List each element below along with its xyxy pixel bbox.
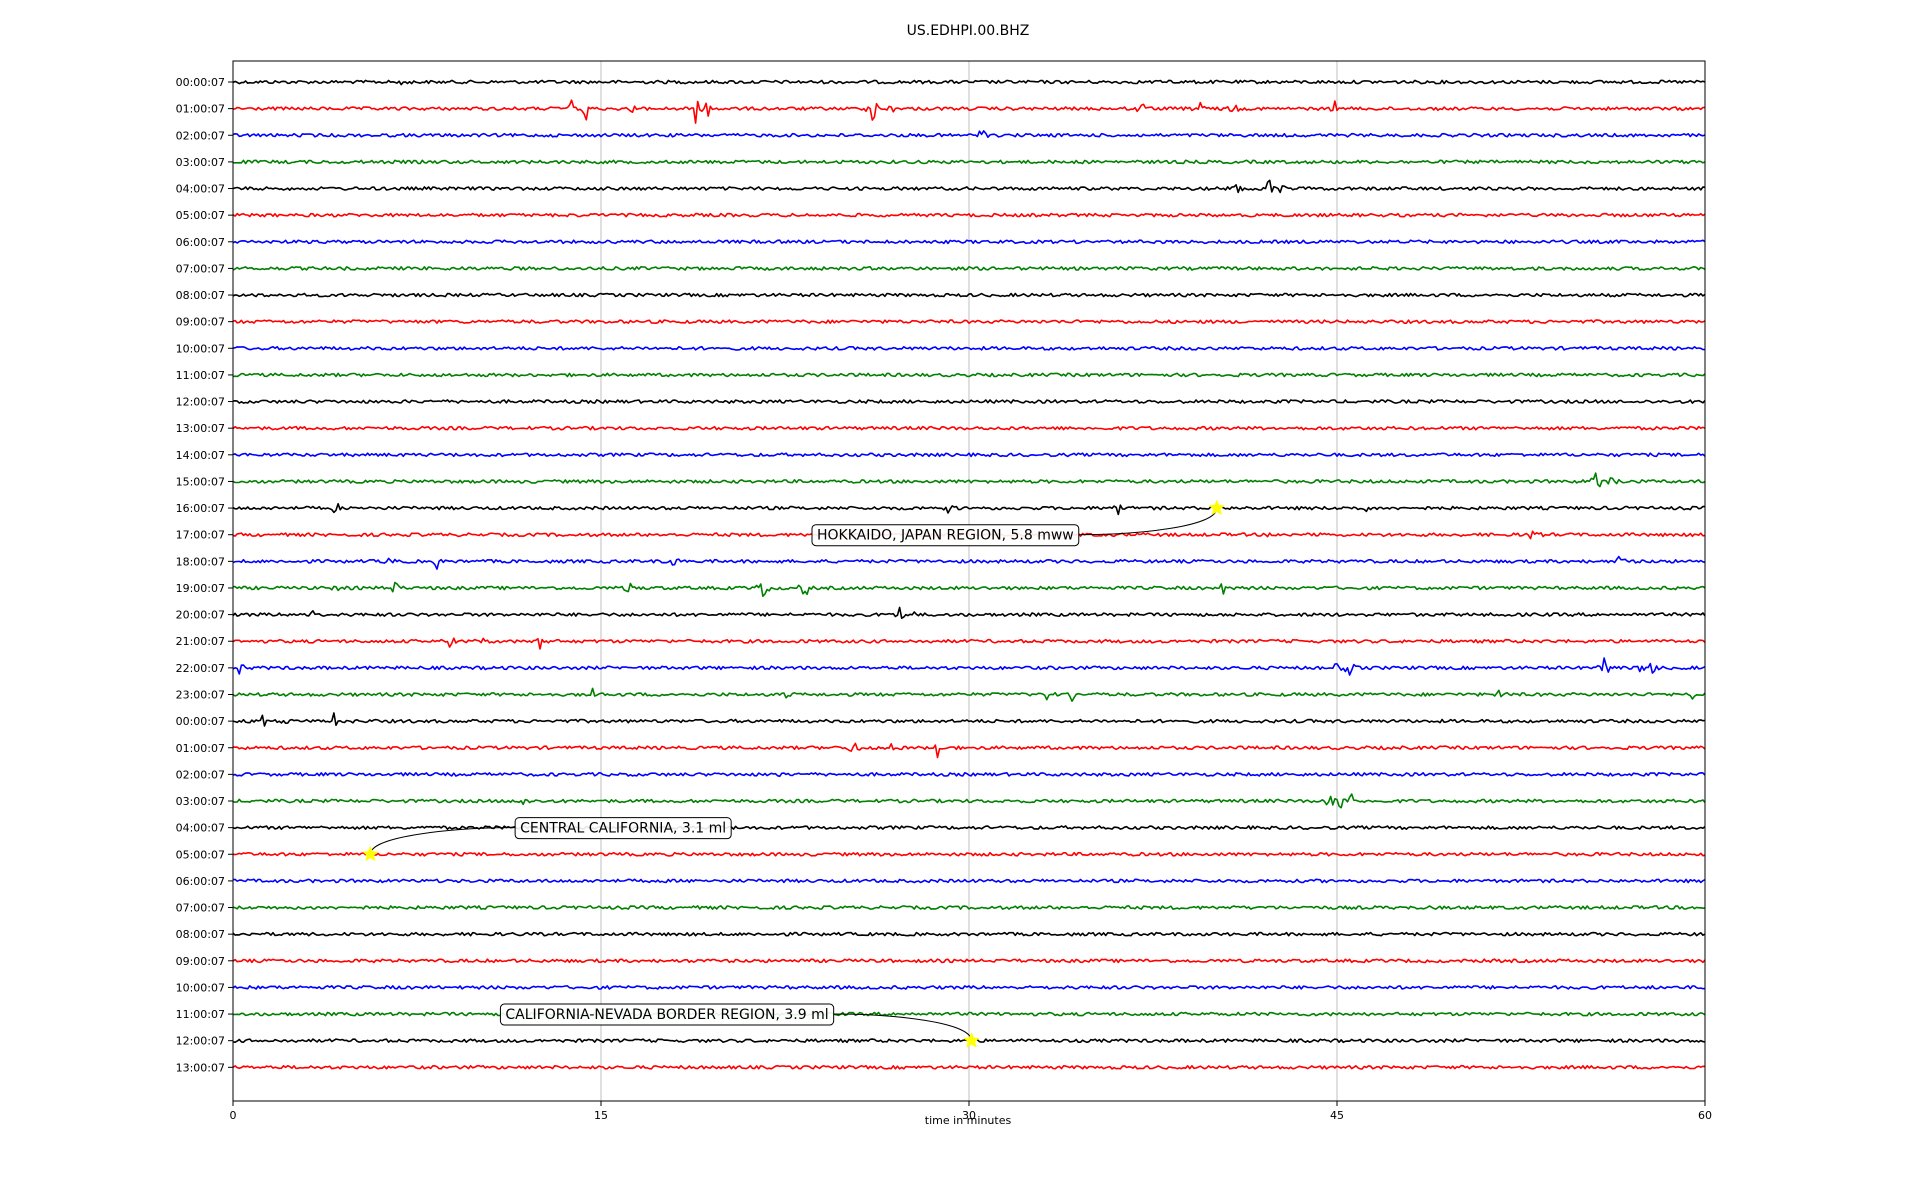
row-time-label: 01:00:07 [176,742,225,755]
event-star-marker [1208,499,1226,516]
trace-line [232,266,1706,271]
event-annotation: CALIFORNIA-NEVADA BORDER REGION, 3.9 ml [499,1003,980,1048]
row-time-label: 00:00:07 [176,715,225,728]
x-tick-label: 0 [230,1109,237,1122]
trace-line [232,878,1706,884]
trace-line [232,452,1706,458]
row-time-label: 03:00:07 [176,156,225,169]
event-annotation: CENTRAL CALIFORNIA, 3.1 ml [362,817,732,862]
trace-rows [232,79,1706,1070]
event-annotation: HOKKAIDO, JAPAN REGION, 5.8 mww [811,499,1226,547]
trace-line [232,472,1706,488]
event-star-marker [963,1032,980,1048]
grid-lines [600,61,1338,1101]
row-time-label: 13:00:07 [176,1061,225,1074]
row-time-label: 20:00:07 [176,609,225,622]
row-time-label: 05:00:07 [176,848,225,861]
row-time-label: 23:00:07 [176,688,225,701]
row-time-label: 10:00:07 [176,981,225,994]
row-time-label: 10:00:07 [176,342,225,355]
trace-line [232,637,1706,650]
row-time-label: 08:00:07 [176,928,225,941]
trace-line [232,345,1706,351]
trace-line [233,159,1706,165]
row-time-label: 05:00:07 [176,209,225,222]
row-time-label: 07:00:07 [176,262,225,275]
row-time-label: 09:00:07 [176,955,225,968]
row-time-label: 08:00:07 [176,289,225,302]
trace-line [232,79,1706,86]
row-time-label: 15:00:07 [176,475,225,488]
row-time-label: 16:00:07 [176,502,225,515]
x-tick-label: 60 [1698,1109,1712,1122]
trace-line [232,130,1706,138]
trace-line [232,99,1706,124]
row-time-label: 03:00:07 [176,795,225,808]
event-label: CENTRAL CALIFORNIA, 3.1 ml [520,821,726,837]
event-label: HOKKAIDO, JAPAN REGION, 5.8 mww [817,528,1074,544]
row-time-label: 07:00:07 [176,902,225,915]
event-label: CALIFORNIA-NEVADA BORDER REGION, 3.9 ml [505,1007,828,1023]
row-time-label: 01:00:07 [176,103,225,116]
trace-line [232,657,1706,676]
row-time-label: 06:00:07 [176,875,225,888]
trace-line [232,581,1706,597]
row-time-label: 02:00:07 [176,129,225,142]
row-time-label: 14:00:07 [176,449,225,462]
x-axis-label: time in minutes [925,1114,1012,1127]
event-annotations: HOKKAIDO, JAPAN REGION, 5.8 mww CENTRAL C… [362,499,1226,1048]
row-time-label: 00:00:07 [176,76,225,89]
plot-frame [232,60,1706,1102]
row-time-label: 11:00:07 [176,1008,225,1021]
x-tick-label: 45 [1330,1109,1344,1122]
row-time-label: 19:00:07 [176,582,225,595]
trace-line [232,606,1706,619]
trace-line [232,1011,1706,1017]
row-time-labels: 00:00:07 01:00:07 02:00:07 03:00:07 04:00:07… [176,76,233,1074]
trace-line [232,179,1706,194]
trace-line [232,1064,1706,1070]
row-time-label: 13:00:07 [176,422,225,435]
trace-line [232,239,1706,245]
event-star-marker [362,845,379,862]
trace-line [232,425,1706,431]
event-connector [369,827,516,855]
row-time-label: 17:00:07 [176,529,225,542]
trace-line [232,931,1706,937]
row-time-label: 18:00:07 [176,555,225,568]
trace-line [232,687,1706,702]
trace-line [232,985,1706,990]
row-time-label: 12:00:07 [176,396,225,409]
trace-line [232,793,1706,809]
trace-line [232,555,1706,570]
row-time-label: 04:00:07 [176,822,225,835]
row-time-label: 22:00:07 [176,662,225,675]
row-time-label: 02:00:07 [176,768,225,781]
trace-line [232,319,1706,325]
trace-line [232,399,1706,404]
row-time-label: 04:00:07 [176,183,225,196]
trace-line [232,712,1706,727]
trace-line [232,212,1706,218]
x-tick-label: 15 [594,1109,608,1122]
chart-title: US.EDHPI.00.BHZ [907,23,1030,39]
trace-line [232,503,1706,516]
x-tick-label: 30 [962,1109,976,1122]
trace-line [232,772,1706,778]
row-time-label: 09:00:07 [176,316,225,329]
trace-line [232,905,1706,910]
trace-line [232,851,1706,857]
row-time-label: 12:00:07 [176,1035,225,1048]
x-axis-ticks: 0 15 30 45 60 [230,1101,1712,1122]
trace-line [232,958,1706,964]
trace-line [232,372,1706,378]
row-time-label: 21:00:07 [176,635,225,648]
row-time-label: 06:00:07 [176,236,225,249]
row-time-label: 11:00:07 [176,369,225,382]
trace-line [232,292,1706,298]
event-connector [833,1013,972,1041]
trace-line [232,742,1706,759]
event-connector [1078,507,1218,536]
